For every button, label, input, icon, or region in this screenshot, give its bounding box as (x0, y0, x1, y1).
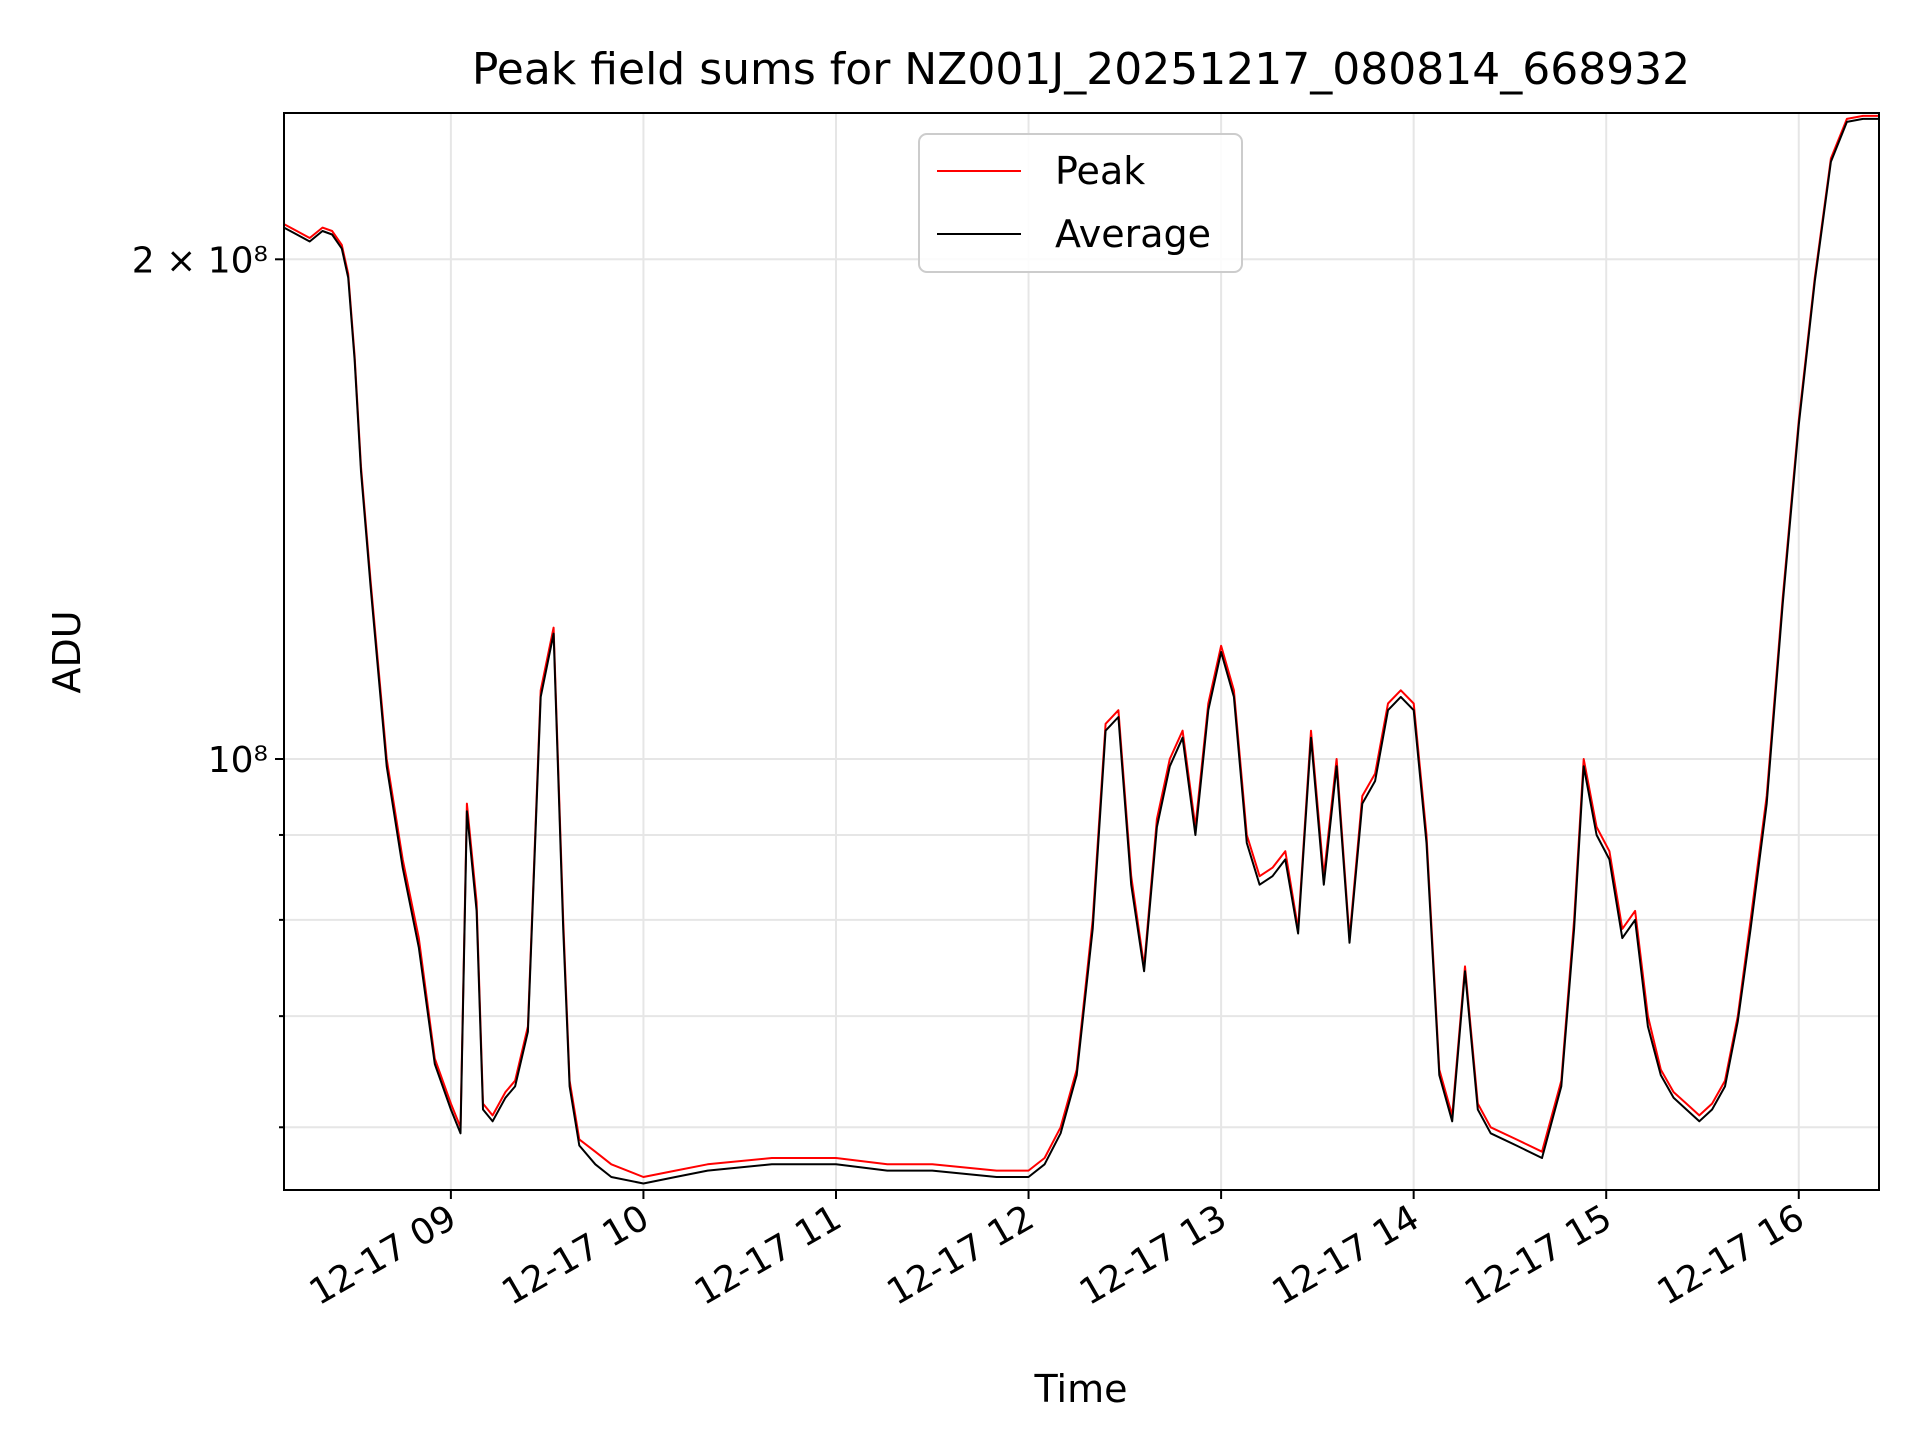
data-lines (283, 114, 1879, 1185)
x-axis-label: Time (1034, 1367, 1128, 1411)
chart-title: Peak field sums for NZ001J_20251217_0808… (472, 44, 1690, 95)
y-tick-label: 2 × 10⁸ (132, 240, 268, 281)
legend-box (918, 133, 1243, 273)
legend-label-average: Average (1055, 212, 1211, 256)
legend-label-peak: Peak (1055, 149, 1145, 193)
y-axis-label: ADU (45, 610, 89, 693)
plot-area-frame (283, 112, 1880, 1191)
y-tick-label: 10⁸ (208, 740, 268, 781)
y-axis-ticks: 2 × 10⁸ 10⁸ (132, 240, 284, 1129)
legend: Peak Average (918, 133, 1243, 273)
series-line-average (283, 117, 1879, 1185)
